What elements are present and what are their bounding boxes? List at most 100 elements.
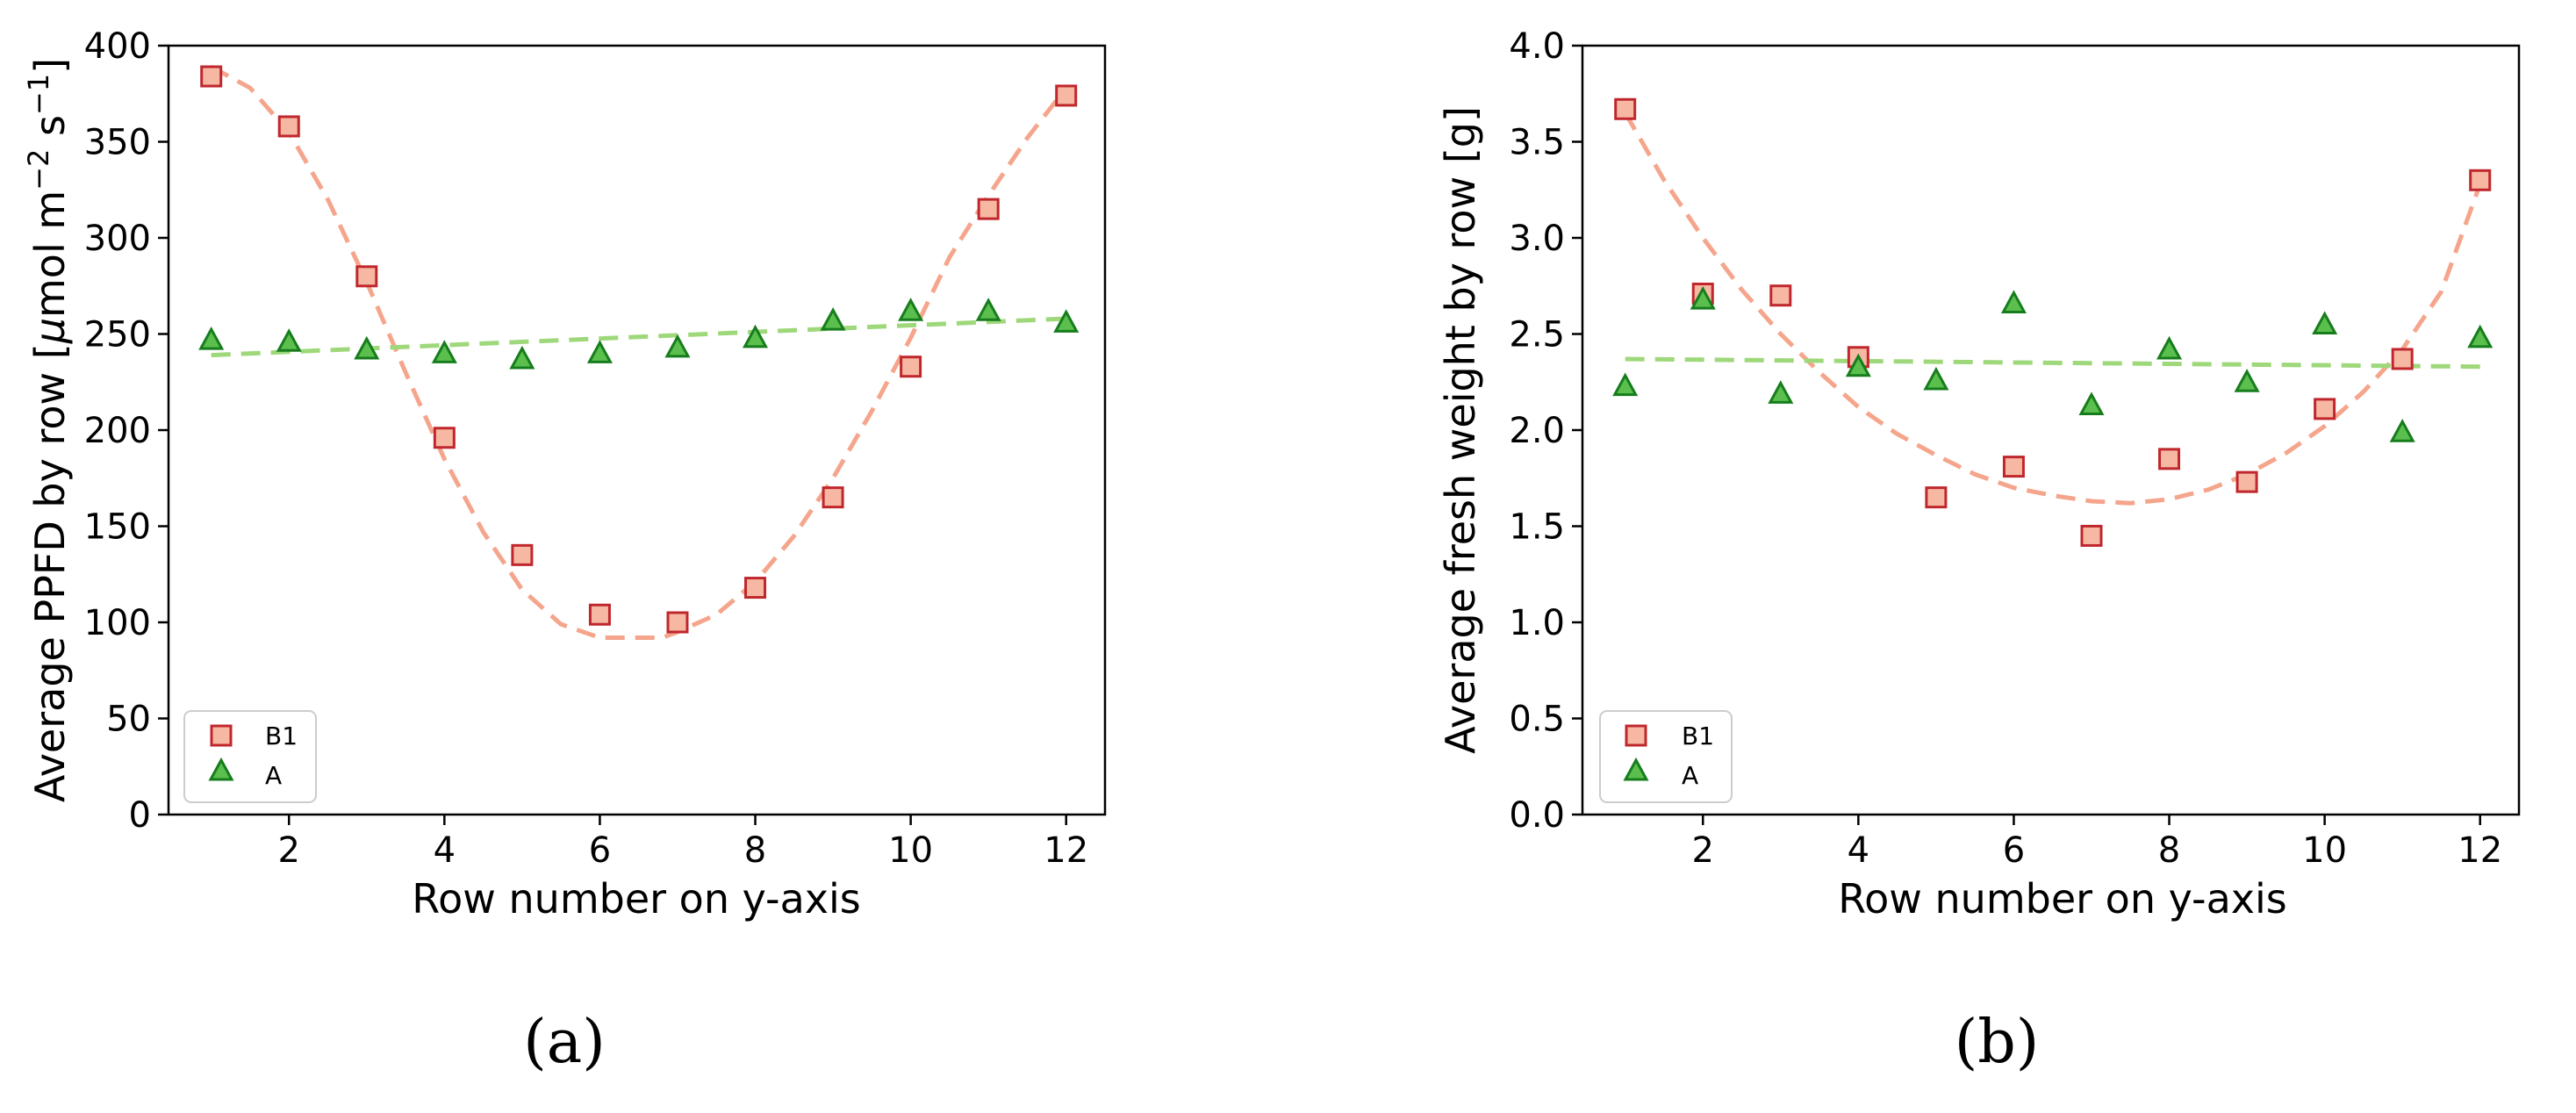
panel-a-point-b1	[666, 611, 689, 634]
panel-b-chart: 2 4 6 8 10 12 0.0 0.5 1.0 1.5 2.0 2.5 3.0 3.5 4.0 Row…	[1437, 26, 2521, 1077]
panel-a-y-tick-label: 250	[84, 315, 151, 355]
panel-a-x-axis-label: Row number on y-axis	[412, 875, 861, 923]
panel-b-fit-line-b1	[1623, 111, 2483, 506]
panel-a-point-a	[354, 335, 380, 360]
panel-a-x-tick-label: 2	[278, 830, 300, 871]
panel-a-legend-triangle-marker	[208, 757, 234, 781]
panel-b-y-tick-label: 3.0	[1509, 219, 1565, 259]
panel-a-y-tick-label: 350	[84, 123, 151, 163]
panel-b-y-tick-label: 2.5	[1509, 315, 1565, 355]
panel-a-point-a	[198, 326, 225, 350]
panel-a-point-a	[276, 328, 302, 352]
panel-b-point-b1	[2002, 456, 2025, 478]
panel-a-fit-line-b1	[210, 64, 1068, 640]
panel-a-y-label-unit: mol m	[26, 190, 74, 318]
panel-b-point-a	[1923, 366, 1949, 391]
panel-a-point-a	[898, 298, 924, 321]
panel-a-point-b1	[900, 355, 922, 378]
panel-a-legend-label-b1: B1	[265, 722, 298, 750]
panel-b-legend-triangle-marker	[1623, 757, 1649, 781]
panel-b-point-a	[1768, 380, 1794, 404]
panel-b-x-tick-label: 6	[2003, 830, 2025, 871]
panel-a-y-tick-label: 400	[84, 26, 151, 67]
panel-a-y-label-exp1: −2	[22, 149, 55, 190]
panel-a-fit-line-a	[211, 316, 1066, 358]
panel-b-legend: B1 A	[1599, 710, 1733, 803]
panel-a-point-a	[975, 298, 1001, 321]
panel-a-y-label-main: Average PPFD by row [	[26, 343, 74, 802]
panel-a-point-b1	[977, 197, 1000, 220]
panel-b-point-b1	[1614, 97, 1637, 120]
panel-b-x-ticks: 2 4 6 8 10 12	[1692, 815, 2502, 871]
panel-b-y-tick-label: 3.5	[1509, 123, 1565, 163]
panel-a-point-a	[431, 340, 457, 363]
panel-b-point-b1	[2158, 448, 2181, 470]
panel-b-y-tick-label: 0.5	[1509, 700, 1565, 740]
panel-b-axes-frame	[1581, 44, 2521, 816]
panel-a-y-tick-label: 150	[84, 507, 151, 548]
panel-b-point-a	[2234, 369, 2260, 392]
panel-b-x-tick-label: 10	[2302, 830, 2347, 871]
panel-a-point-a	[1053, 309, 1080, 333]
panel-b-legend-label-b1: B1	[1682, 722, 1714, 750]
panel-b-legend-label-a: A	[1682, 761, 1698, 790]
panel-a-y-tick-label: 300	[84, 219, 151, 259]
panel-b-point-a	[2312, 311, 2338, 335]
panel-a-plot-area	[198, 64, 1080, 640]
panel-b-plot-area	[1612, 97, 2493, 547]
panel-b-point-a	[2389, 419, 2415, 442]
panel-a-point-b1	[433, 427, 456, 449]
panel-a-point-b1	[744, 577, 767, 600]
panel-a-point-b1	[277, 115, 300, 138]
panel-b-point-b1	[2235, 470, 2258, 493]
panel-a-y-label-s: s	[26, 115, 74, 149]
panel-b-point-a	[1612, 372, 1639, 397]
panel-a-x-tick-label: 8	[744, 830, 766, 871]
panel-a-y-axis-label: Average PPFD by row [μmol m−2 s−1]	[22, 58, 74, 802]
panel-a-x-tick-label: 4	[434, 830, 456, 871]
panel-a-y-label-close: ]	[26, 58, 74, 74]
panel-b-point-b1	[2314, 398, 2336, 420]
panel-a-chart: 2 4 6 8 10 12 0 50 100 150 200 250 300 350 400 Row nu…	[22, 26, 1107, 1077]
panel-b-point-a	[2078, 391, 2105, 416]
panel-b-y-axis-label: Average fresh weight by row [g]	[1437, 106, 1484, 754]
panel-b-legend-square-marker	[1625, 724, 1647, 747]
panel-a-point-a	[820, 307, 846, 331]
panel-a-y-tick-label: 100	[84, 603, 151, 643]
panel-b-point-a	[1690, 285, 1716, 310]
panel-a-point-b1	[200, 65, 223, 88]
panel-a-x-tick-label: 10	[888, 830, 933, 871]
panel-b-x-tick-label: 4	[1848, 830, 1869, 871]
panel-b-y-tick-label: 1.5	[1509, 507, 1565, 548]
panel-a-point-b1	[511, 543, 534, 566]
panel-b-y-tick-label: 4.0	[1509, 26, 1565, 67]
panel-b-x-axis-label: Row number on y-axis	[1838, 875, 2287, 923]
panel-a-point-a	[743, 324, 769, 348]
panel-b-x-tick-label: 12	[2458, 830, 2502, 871]
panel-a-point-b1	[822, 486, 844, 509]
panel-a-y-ticks: 0 50 100 150 200 250 300 350 400	[84, 26, 169, 836]
panel-a-point-b1	[588, 603, 611, 626]
panel-b-point-a	[2156, 335, 2183, 360]
panel-b-y-ticks: 0.0 0.5 1.0 1.5 2.0 2.5 3.0 3.5 4.0	[1509, 26, 1582, 836]
panel-a-point-a	[586, 340, 613, 363]
panel-b-point-a	[2467, 324, 2493, 348]
panel-a-y-label-mu: μ	[26, 318, 74, 344]
panel-a-point-b1	[355, 265, 378, 288]
panel-a-legend-label-a: A	[265, 761, 282, 790]
panel-b-y-tick-label: 2.0	[1509, 411, 1565, 451]
panel-b-y-tick-label: 0.0	[1509, 795, 1565, 836]
panel-b-point-b1	[1925, 486, 1948, 509]
panel-a-y-tick-label: 200	[84, 411, 151, 451]
panel-a-x-tick-label: 6	[589, 830, 611, 871]
panel-a-x-ticks: 2 4 6 8 10 12	[278, 815, 1088, 871]
panel-b-label: (b)	[1955, 1008, 2040, 1077]
panel-a-y-tick-label: 50	[106, 700, 151, 740]
panel-a-y-tick-label: 0	[129, 795, 151, 836]
panel-a-label: (a)	[523, 1008, 606, 1077]
panel-a-axes-frame	[167, 44, 1107, 816]
panel-b-point-b1	[2469, 169, 2492, 191]
panel-a-x-tick-label: 12	[1044, 830, 1088, 871]
panel-b-point-a	[1845, 353, 1871, 377]
